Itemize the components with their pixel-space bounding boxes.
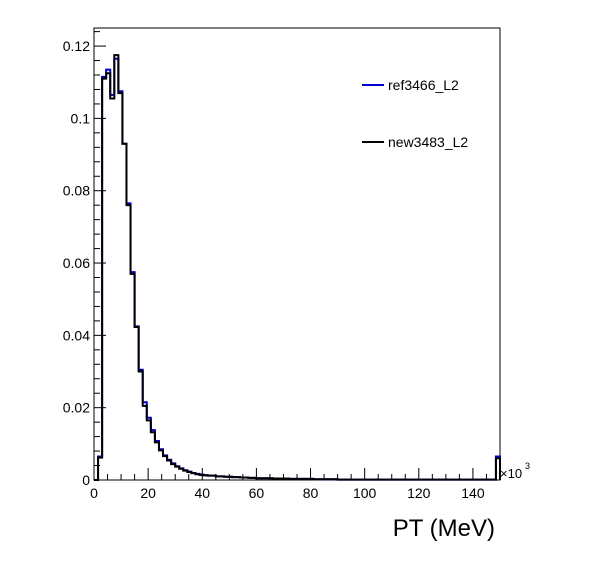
- series-line-1: [94, 54, 501, 481]
- series-line-0: [94, 57, 501, 481]
- y-tick-label: 0.04: [63, 327, 90, 343]
- x-tick-label: 60: [249, 485, 265, 501]
- x-tick-label: 20: [140, 485, 156, 501]
- x-tick-label: 120: [407, 485, 431, 501]
- y-tick-label: 0.02: [63, 400, 90, 416]
- x-tick-label: 0: [90, 485, 98, 501]
- x-multiplier-exponent: 3: [525, 461, 530, 471]
- series-layer: [94, 54, 501, 481]
- legend-label-new: new3483_L2: [388, 134, 468, 150]
- y-axis: 0 0.02 0.04 0.06 0.08 0.1 0.12: [63, 31, 106, 488]
- y-tick-label: 0: [82, 472, 90, 488]
- legend: ref3466_L2 new3483_L2: [362, 77, 468, 150]
- plot-frame: [93, 27, 501, 481]
- y-tick-label: 0.06: [63, 255, 90, 271]
- x-tick-label: 100: [353, 485, 377, 501]
- legend-label-ref: ref3466_L2: [388, 77, 459, 93]
- x-axis-title: PT (MeV): [393, 515, 495, 542]
- x-tick-label: 140: [461, 485, 485, 501]
- x-tick-label: 80: [303, 485, 319, 501]
- y-tick-label: 0.12: [63, 38, 90, 54]
- y-tick-label: 0.08: [63, 183, 90, 199]
- y-tick-label: 0.1: [71, 110, 91, 126]
- x-multiplier-label: ×10: [500, 466, 522, 481]
- x-axis: 0 20 40 60 80 100 120 140: [90, 468, 487, 501]
- x-tick-label: 40: [194, 485, 210, 501]
